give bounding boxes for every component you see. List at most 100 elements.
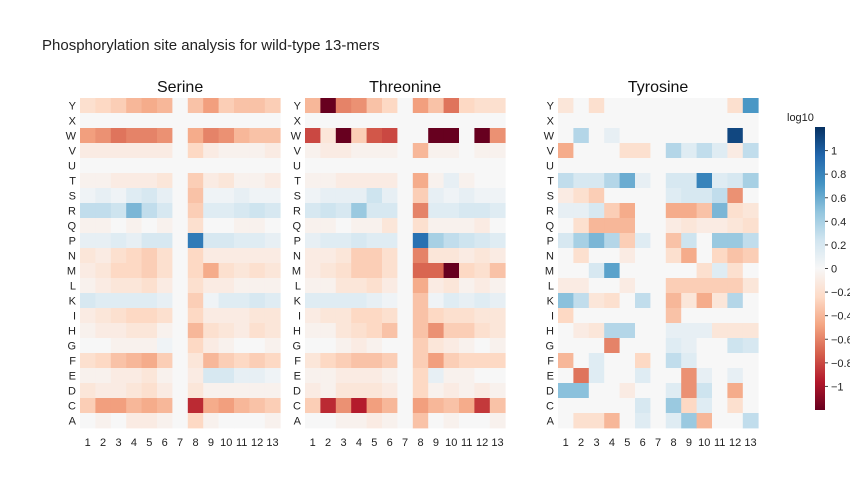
heatmap-cell — [727, 263, 744, 279]
heatmap-cell — [141, 188, 158, 204]
heatmap-cell — [366, 338, 383, 354]
heatmap-cell — [110, 233, 127, 249]
heatmap-cell — [727, 278, 744, 294]
heatmap-cell — [489, 143, 506, 159]
heatmap-cell — [650, 233, 667, 249]
y-tick-label: P — [69, 236, 76, 248]
heatmap-cell — [234, 263, 250, 279]
heatmap-cell — [187, 188, 204, 204]
heatmap-cell — [635, 323, 651, 339]
heatmap-cell — [95, 398, 112, 414]
y-tick-label: A — [294, 416, 302, 428]
heatmap-cell — [172, 398, 189, 414]
panel-title: Threonine — [369, 79, 441, 96]
heatmap-cell — [172, 383, 189, 399]
heatmap-cell — [619, 233, 636, 249]
heatmap-cell — [397, 233, 414, 249]
heatmap-cell — [665, 188, 682, 204]
heatmap-cell — [95, 338, 112, 354]
heatmap-cell — [126, 398, 142, 414]
heatmap-cell — [397, 263, 414, 279]
heatmap-cell — [712, 293, 728, 309]
x-tick-label: 12 — [729, 437, 741, 449]
y-tick-label: T — [547, 176, 554, 188]
heatmap-cell — [712, 203, 728, 219]
heatmap-cell — [573, 113, 590, 129]
heatmap-cell — [320, 263, 337, 279]
y-tick-label: T — [294, 176, 301, 188]
heatmap-cell — [397, 128, 414, 144]
heatmap-cell — [110, 413, 127, 429]
heatmap-cell — [412, 383, 429, 399]
heatmap-cell — [665, 173, 682, 189]
heatmap-cell — [335, 218, 352, 234]
heatmap-cell — [573, 323, 590, 339]
heatmap-cell — [335, 143, 352, 159]
heatmap-cell — [203, 158, 219, 174]
heatmap-cell — [604, 113, 620, 129]
heatmap-cell — [351, 263, 367, 279]
heatmap-cell — [203, 188, 219, 204]
x-tick-label: 7 — [177, 437, 183, 449]
heatmap-cell — [635, 398, 651, 414]
heatmap-cell — [95, 218, 112, 234]
y-tick-label: Q — [67, 221, 76, 233]
heatmap-cell — [604, 233, 620, 249]
heatmap-cell — [443, 158, 460, 174]
heatmap-cell — [681, 353, 697, 369]
heatmap-cell — [588, 173, 605, 189]
heatmap-cell — [619, 143, 636, 159]
heatmap-cell — [712, 278, 728, 294]
heatmap-cell — [681, 98, 697, 114]
heatmap-cell — [681, 398, 697, 414]
heatmap-cell — [366, 218, 383, 234]
heatmap-cell — [80, 158, 96, 174]
heatmap-cell — [742, 188, 759, 204]
heatmap-cell — [489, 353, 506, 369]
heatmap-cell — [203, 353, 219, 369]
heatmap-cell — [172, 293, 189, 309]
heatmap-cell — [157, 248, 173, 264]
heatmap-cell — [351, 128, 367, 144]
heatmap-cell — [489, 98, 506, 114]
heatmap-cell — [681, 143, 697, 159]
heatmap-cell — [727, 353, 744, 369]
heatmap-cell — [320, 278, 337, 294]
heatmap-cell — [264, 158, 281, 174]
heatmap-cell — [412, 143, 429, 159]
heatmap-cell — [727, 338, 744, 354]
heatmap-cell — [443, 398, 460, 414]
heatmap-cell — [428, 293, 444, 309]
heatmap-cell — [604, 98, 620, 114]
y-tick-label: N — [546, 251, 554, 263]
heatmap-cell — [681, 263, 697, 279]
heatmap-cell — [650, 368, 667, 384]
heatmap-cell — [320, 323, 337, 339]
heatmap-cell — [696, 263, 713, 279]
heatmap-cell — [635, 263, 651, 279]
heatmap-cell — [234, 413, 250, 429]
heatmap-cell — [234, 98, 250, 114]
heatmap-cell — [474, 143, 491, 159]
heatmap-cell — [459, 368, 475, 384]
x-tick-label: 5 — [146, 437, 152, 449]
heatmap-cell — [650, 188, 667, 204]
heatmap-cell — [305, 383, 321, 399]
heatmap-cell — [650, 413, 667, 429]
heatmap-cell — [126, 173, 142, 189]
heatmap-cell — [234, 143, 250, 159]
heatmap-cell — [727, 248, 744, 264]
heatmap-cell — [696, 218, 713, 234]
heatmap-cell — [172, 263, 189, 279]
heatmap-cell — [558, 128, 574, 144]
heatmap-cell — [351, 248, 367, 264]
heatmap-cell — [249, 278, 266, 294]
heatmap-cell — [489, 308, 506, 324]
panel-title: Serine — [157, 79, 203, 96]
heatmap-cell — [234, 293, 250, 309]
heatmap-cell — [665, 353, 682, 369]
heatmap-cell — [218, 368, 235, 384]
y-tick-label: W — [544, 131, 555, 143]
x-tick-label: 7 — [655, 437, 661, 449]
heatmap-cell — [727, 233, 744, 249]
